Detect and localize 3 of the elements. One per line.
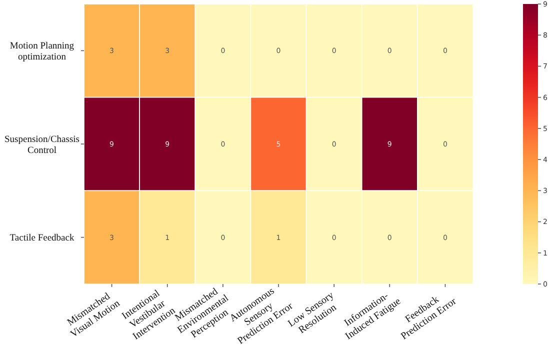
y-tick-label: Tactile Feedback: [10, 234, 74, 244]
y-tick-label: Motion Planning optimization: [10, 41, 74, 62]
y-tick-label: Suspension/Chassis Control: [4, 134, 80, 156]
